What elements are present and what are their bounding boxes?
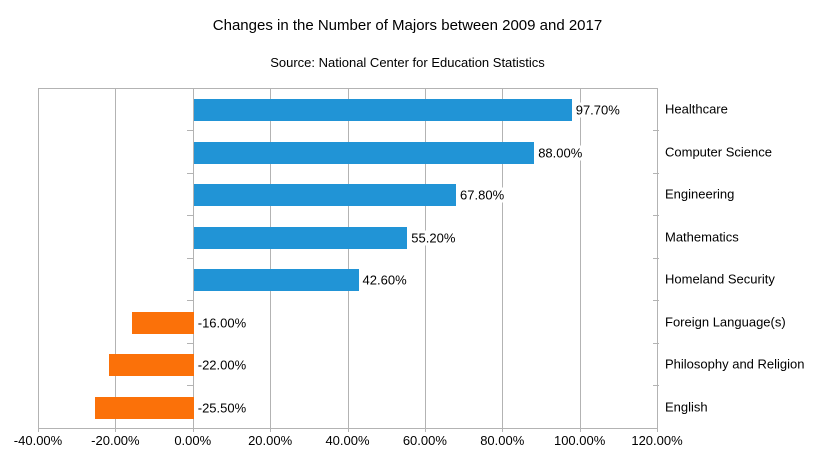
data-label: -25.50% <box>196 400 248 416</box>
gridline <box>270 89 272 428</box>
plot-area: 97.70% 88.00% 67.80% 55.20% 42.60% -16.00% -22… <box>38 88 658 429</box>
category-label: Computer Science <box>665 144 772 160</box>
gridline <box>657 89 658 428</box>
gridline <box>115 89 117 428</box>
bar-healthcare <box>193 99 572 122</box>
gridline <box>347 89 349 428</box>
data-label: -22.00% <box>196 357 248 373</box>
bar-english <box>95 396 194 419</box>
gridline <box>579 89 581 428</box>
x-tick-label: 100.00% <box>553 433 606 448</box>
bar-mathematics <box>193 226 408 249</box>
x-axis-tick <box>38 428 39 432</box>
bar-homeland-security <box>193 269 359 292</box>
chart-subtitle: Source: National Center for Education St… <box>270 55 545 70</box>
data-label: 55.20% <box>410 230 457 246</box>
category-axis-tick <box>653 172 659 174</box>
x-tick-label: 20.00% <box>248 433 293 448</box>
x-axis-tick <box>115 428 117 432</box>
data-label: 67.80% <box>459 187 506 203</box>
x-axis-tick <box>270 428 272 432</box>
gridline <box>38 89 39 428</box>
x-tick-label: 0.00% <box>174 433 212 448</box>
category-label: Engineering <box>665 186 735 202</box>
x-axis-tick <box>347 428 349 432</box>
category-label: Mathematics <box>665 229 739 245</box>
data-label: 97.70% <box>574 102 621 118</box>
data-label: 42.60% <box>361 272 408 288</box>
category-axis-tick <box>653 342 659 344</box>
category-axis-tick <box>186 257 193 259</box>
data-label: 88.00% <box>537 145 584 161</box>
category-axis-tick <box>186 300 193 301</box>
x-tick-label: -20.00% <box>91 433 140 448</box>
x-tick-label: -40.00% <box>13 433 63 448</box>
category-axis-tick <box>186 130 193 131</box>
x-axis-tick <box>502 428 504 432</box>
x-tick-label: 40.00% <box>325 433 370 448</box>
bar-foreign-language-s <box>131 311 194 334</box>
x-axis-tick <box>657 428 658 432</box>
category-axis-tick <box>186 172 193 174</box>
x-tick-label: 120.00% <box>631 433 683 448</box>
category-axis-tick <box>653 130 659 131</box>
category-axis-tick <box>653 385 659 386</box>
x-axis-tick <box>579 428 581 432</box>
gridline <box>502 89 504 428</box>
category-label: Homeland Security <box>665 271 775 287</box>
data-label: -16.00% <box>196 315 248 331</box>
category-label: Philosophy and Religion <box>665 356 805 372</box>
bar-computer-science <box>193 141 535 164</box>
gridline <box>424 89 426 428</box>
x-tick-label: 60.00% <box>402 433 447 448</box>
category-axis-tick <box>186 215 193 216</box>
x-axis-tick <box>192 428 194 432</box>
category-label: English <box>665 399 708 415</box>
category-label: Healthcare <box>665 101 728 117</box>
x-tick-label: 80.00% <box>480 433 525 448</box>
category-axis-tick <box>186 342 193 344</box>
category-axis-tick <box>653 215 659 216</box>
bar-philosophy-and-religion <box>108 354 194 377</box>
chart-title: Changes in the Number of Majors between … <box>212 17 603 34</box>
category-axis-tick <box>186 385 193 386</box>
category-axis-tick <box>653 300 659 301</box>
category-axis-tick <box>653 257 659 259</box>
category-label: Foreign Language(s) <box>665 314 786 330</box>
x-axis-tick <box>424 428 426 432</box>
gridline <box>192 89 194 428</box>
bar-engineering <box>193 184 457 207</box>
